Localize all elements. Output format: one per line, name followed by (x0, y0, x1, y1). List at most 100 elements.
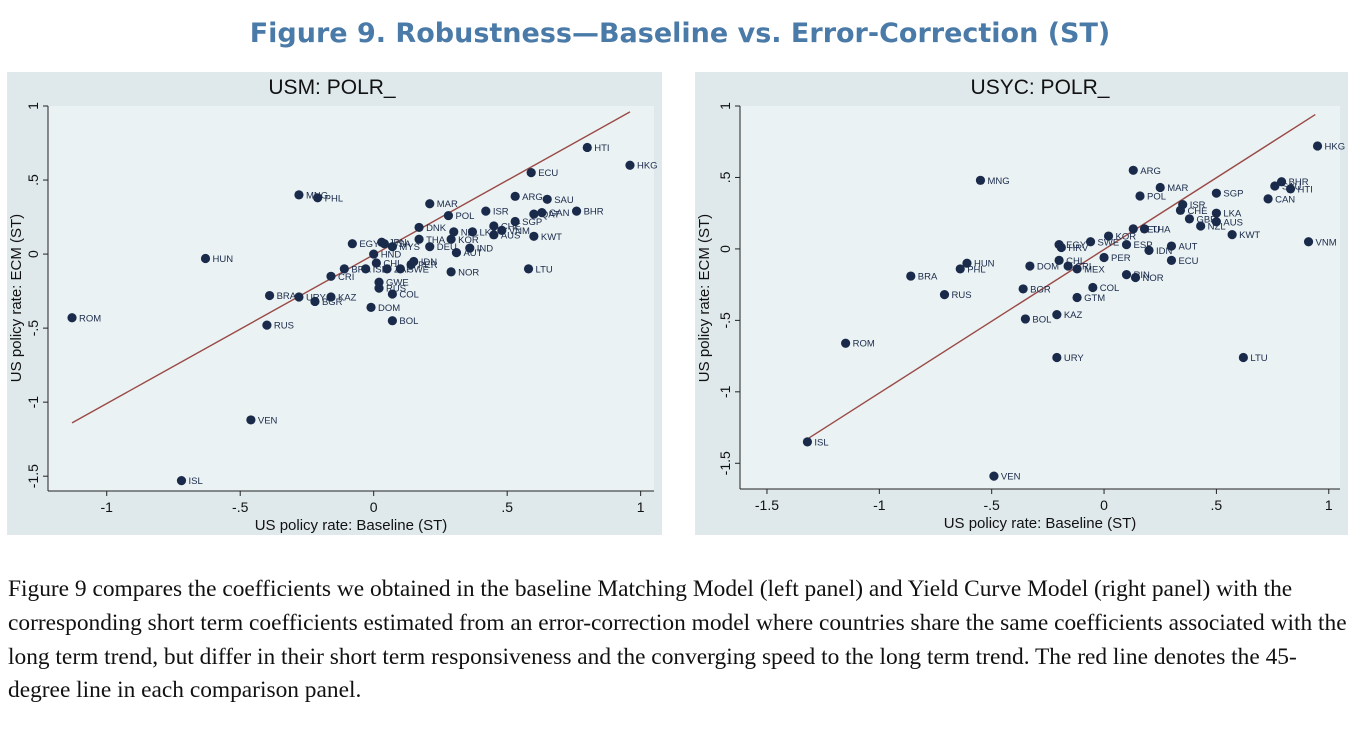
data-point (387, 289, 397, 299)
data-point (264, 290, 275, 301)
data-point (489, 221, 499, 231)
point-label: DNK (426, 223, 447, 234)
x-tick-label: 0 (370, 499, 378, 515)
data-point (481, 206, 491, 216)
x-tick-label: -1 (101, 499, 114, 515)
point-label: DOM (378, 303, 400, 314)
data-point (510, 216, 520, 227)
data-point (1072, 292, 1082, 303)
point-label: KWT (541, 232, 562, 243)
point-label: VNM (1316, 237, 1337, 248)
data-point (1211, 208, 1222, 218)
point-label: IDN (421, 257, 438, 268)
data-point (1025, 261, 1035, 271)
data-point (1135, 191, 1145, 201)
point-label: AUT (463, 248, 482, 259)
y-tick-label: -1.5 (25, 464, 41, 488)
point-label: JPN (389, 238, 407, 249)
point-label: AUS (1223, 217, 1243, 228)
figure-title: Figure 9. Robustness—Baseline vs. Error-… (249, 18, 1111, 49)
scatter-chart-usyc: USYC: POLR_ US policy rate: Baseline (ST… (695, 72, 1348, 535)
point-label: HRV (1068, 243, 1089, 254)
data-point (989, 471, 999, 481)
point-label: RUS (274, 321, 294, 332)
reference-45-line (804, 113, 1316, 442)
data-point (1227, 230, 1237, 240)
data-point (529, 209, 539, 219)
x-tick-label: -.5 (232, 499, 249, 515)
data-point (975, 175, 986, 185)
data-point (310, 296, 320, 307)
data-point (529, 231, 539, 241)
point-label: POL (1147, 192, 1166, 203)
x-tick-label: 0 (1100, 497, 1108, 513)
point-label: SAU (554, 195, 574, 206)
chart-panel-left: USM: POLR_ US policy rate: Baseline (ST)… (7, 72, 662, 535)
point-label: ARG (1140, 166, 1161, 177)
y-tick-label: .5 (717, 171, 733, 183)
data-point (377, 237, 387, 247)
point-label: ISL (814, 437, 828, 448)
point-label: AUS (501, 230, 521, 241)
data-point (414, 222, 424, 233)
data-point (1085, 237, 1096, 247)
data-point (387, 242, 397, 252)
data-point (313, 193, 323, 203)
point-label: CAN (1275, 194, 1295, 205)
data-point (523, 264, 534, 274)
point-label: PHL (967, 264, 985, 275)
data-point (1303, 237, 1314, 247)
data-point (1238, 352, 1248, 363)
y-axis-label: US policy rate: ECM (ST) (696, 214, 713, 382)
data-point (361, 264, 371, 274)
point-label: SWE (407, 264, 429, 275)
point-label: KAZ (1064, 310, 1083, 321)
data-point (382, 264, 392, 274)
data-point (542, 194, 552, 204)
data-point (425, 242, 435, 252)
data-point (67, 313, 77, 323)
point-label: GWE (386, 278, 409, 289)
x-axis-label: US policy rate: Baseline (ST) (944, 515, 1137, 532)
y-tick-label: -1 (717, 385, 733, 398)
point-label: CHL (1066, 256, 1085, 267)
point-label: PER (418, 260, 438, 271)
data-point (1128, 224, 1138, 234)
point-label: MNG (987, 176, 1009, 187)
data-point (1063, 261, 1073, 271)
x-axis-label: US policy rate: Baseline (ST) (255, 517, 448, 534)
data-point (537, 208, 547, 218)
point-label: RUS (386, 284, 406, 295)
point-label: DEU (437, 242, 457, 253)
data-point (294, 190, 304, 200)
point-label: ISL (373, 264, 387, 275)
point-label: BRA (277, 291, 297, 302)
data-point (1020, 314, 1030, 324)
point-label: ROM (79, 313, 101, 324)
point-label: RIN (1134, 270, 1151, 281)
point-label: VEN (258, 415, 278, 426)
data-point (1018, 284, 1028, 294)
point-label: SAU (1282, 182, 1302, 193)
data-point (1211, 188, 1222, 198)
point-label: PHL (325, 193, 343, 204)
data-point (406, 259, 416, 270)
point-label: KWT (1239, 230, 1260, 241)
point-label: HUN (974, 259, 995, 270)
data-point (1052, 352, 1062, 363)
data-point (443, 210, 454, 221)
point-label: BGR (322, 297, 343, 308)
data-point (1103, 231, 1114, 241)
y-tick-label: -1.5 (717, 451, 733, 475)
data-point (571, 206, 582, 216)
point-label: BHR (1289, 177, 1309, 188)
data-point (939, 290, 950, 300)
x-tick-label: .5 (501, 499, 513, 515)
point-label: GAN (549, 208, 570, 219)
data-point (1166, 241, 1177, 251)
point-label: COL (1100, 283, 1120, 294)
data-point (625, 160, 635, 170)
data-point (395, 264, 405, 274)
point-label: CHL (383, 258, 402, 269)
point-label: ECU (1178, 256, 1198, 267)
